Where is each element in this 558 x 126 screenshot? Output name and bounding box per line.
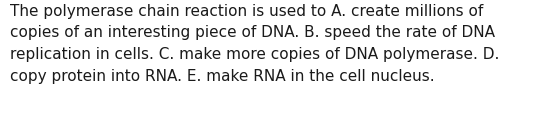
Text: The polymerase chain reaction is used to A. create millions of
copies of an inte: The polymerase chain reaction is used to… [10,4,499,84]
